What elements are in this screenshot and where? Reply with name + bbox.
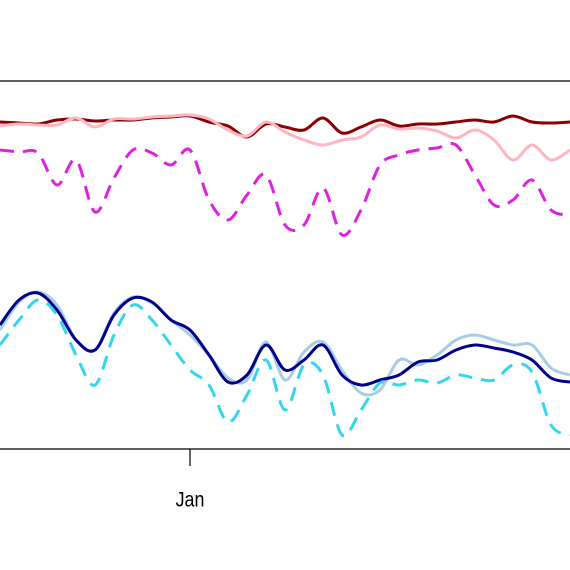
- series-line: [0, 114, 570, 139]
- series-line: [0, 141, 570, 237]
- plot-area: [0, 113, 570, 438]
- series-line: [0, 298, 570, 438]
- x-tick-label: Jan: [176, 488, 205, 512]
- series-line: [0, 113, 570, 162]
- series-line: [0, 291, 570, 387]
